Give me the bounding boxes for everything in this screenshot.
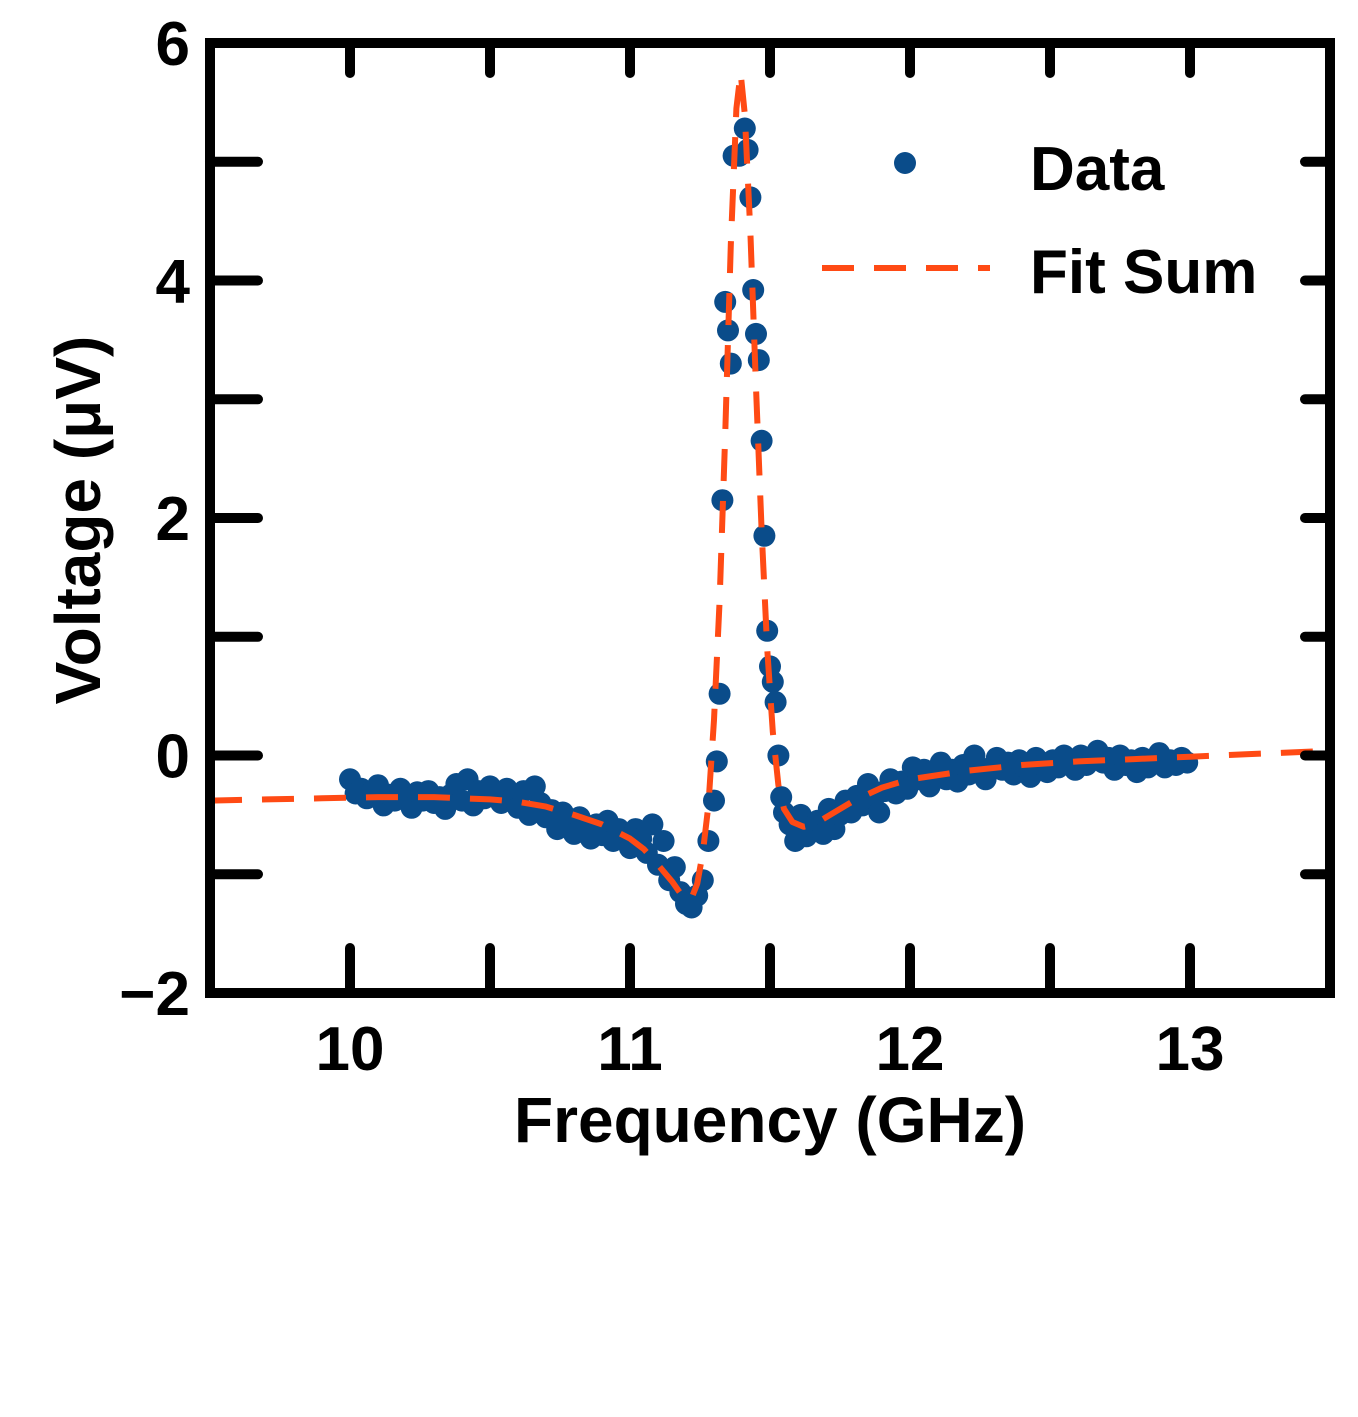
legend: Data Fit Sum [822, 135, 1257, 307]
data-point [733, 117, 756, 140]
data-point [703, 789, 725, 812]
y-tick-label: 0 [156, 723, 190, 792]
y-axis-title: Voltage (μV) [42, 336, 114, 705]
data-point [761, 670, 784, 693]
x-axis-title: Frequency (GHz) [514, 1084, 1026, 1156]
axis-ticks [205, 38, 1335, 998]
data-point [764, 691, 787, 714]
data-point [745, 322, 767, 345]
data-point [663, 856, 686, 879]
data-point [708, 682, 731, 705]
axis-tick-labels: 10 11 12 13 −2 0 2 4 6 [119, 10, 1224, 1084]
data-point [750, 429, 773, 452]
y-tick-label: 4 [156, 248, 191, 317]
legend-fit-label: Fit Sum [1030, 238, 1257, 307]
data-point [523, 775, 546, 798]
plot-area [209, 69, 1331, 919]
data-point [652, 830, 675, 852]
data-point [697, 830, 720, 852]
data-point [753, 524, 776, 547]
x-tick-label: 12 [876, 1015, 945, 1084]
data-point [714, 290, 737, 313]
data-point [717, 319, 739, 342]
y-tick-label: −2 [119, 960, 190, 1029]
data-point [711, 489, 734, 512]
legend-data-marker [894, 152, 916, 174]
data-point [963, 744, 986, 767]
x-tick-label: 10 [316, 1015, 385, 1084]
data-point [641, 813, 664, 836]
data-point [747, 349, 770, 372]
data-point [868, 801, 891, 824]
fit-line [209, 69, 1331, 904]
y-tick-label: 6 [156, 10, 190, 79]
x-tick-label: 13 [1156, 1015, 1225, 1084]
legend-data-label: Data [1030, 135, 1165, 204]
x-tick-label: 11 [597, 1015, 663, 1084]
data-point [719, 352, 742, 375]
y-tick-label: 2 [156, 485, 190, 554]
